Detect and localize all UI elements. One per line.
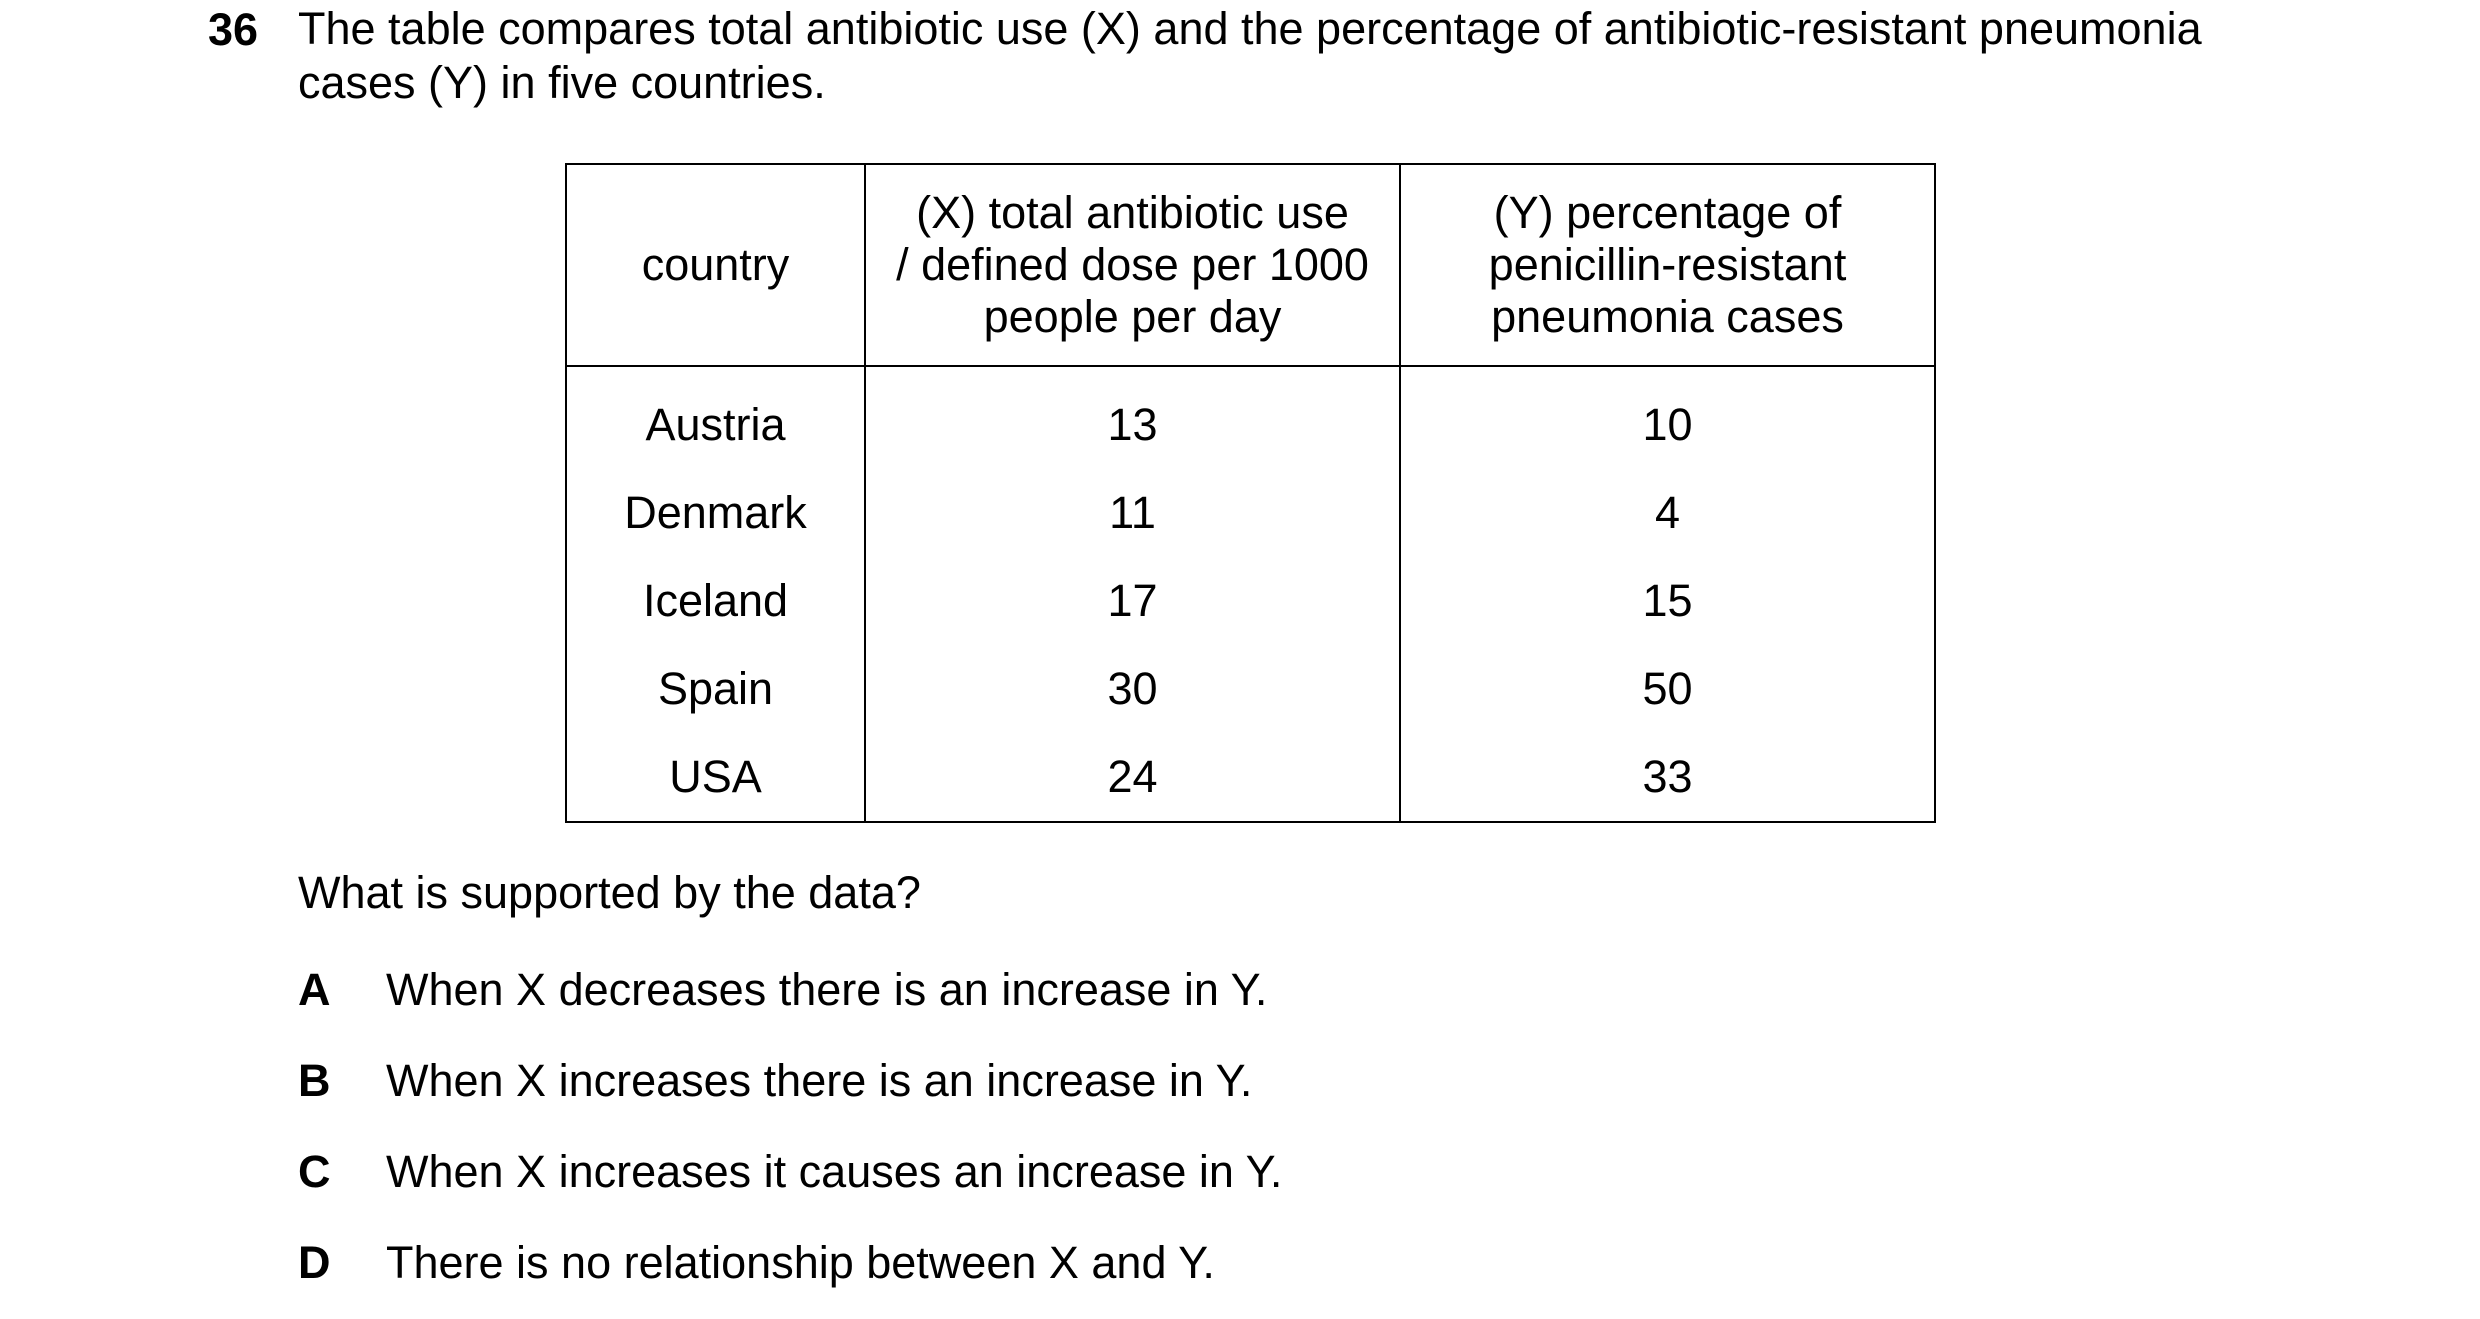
option-letter: C — [298, 1146, 331, 1197]
option-letter: B — [298, 1055, 331, 1106]
header-x: (X) total antibiotic use / defined dose … — [864, 163, 1401, 367]
cell-y: 15 — [1399, 557, 1936, 645]
question-prompt: What is supported by the data? — [298, 867, 921, 918]
option-letter: D — [298, 1237, 331, 1288]
cell-y: 33 — [1399, 733, 1936, 822]
cell-country: Denmark — [565, 469, 866, 557]
table-row: USA 24 33 — [565, 733, 1936, 822]
cell-country: Iceland — [565, 557, 866, 645]
cell-x: 30 — [864, 645, 1401, 733]
header-x-line1: (X) total antibiotic use — [916, 187, 1349, 238]
option-a[interactable]: A When X decreases there is an increase i… — [298, 963, 1267, 1017]
option-text: There is no relationship between X and Y… — [386, 1237, 1215, 1288]
cell-country: Spain — [565, 645, 866, 733]
cell-y: 50 — [1399, 645, 1936, 733]
option-text: When X decreases there is an increase in… — [386, 964, 1268, 1015]
cell-x: 24 — [864, 733, 1401, 822]
header-country-label: country — [641, 239, 790, 290]
header-y-line2: penicillin-resistant — [1488, 239, 1847, 290]
header-x-line2: / defined dose per 1000 — [896, 239, 1369, 290]
cell-y: 4 — [1399, 469, 1936, 557]
header-country: country — [565, 163, 866, 367]
table-row: Denmark 11 4 — [565, 469, 1936, 557]
option-c[interactable]: C When X increases it causes an increase … — [298, 1145, 1282, 1199]
cell-country: USA — [565, 733, 866, 822]
header-y-line3: pneumonia cases — [1491, 291, 1844, 342]
cell-country: Austria — [565, 366, 866, 469]
option-text: When X increases there is an increase in… — [386, 1055, 1253, 1106]
cell-x: 13 — [864, 366, 1401, 469]
cell-y: 10 — [1399, 366, 1936, 469]
table-row: Austria 13 10 — [565, 366, 1936, 469]
table-header-row: country (X) total antibiotic use / defin… — [565, 163, 1936, 367]
data-table: country (X) total antibiotic use / defin… — [565, 163, 1936, 823]
option-b[interactable]: B When X increases there is an increase i… — [298, 1054, 1252, 1108]
table-row: Spain 30 50 — [565, 645, 1936, 733]
header-x-line3: people per day — [983, 291, 1282, 342]
table-row: Iceland 17 15 — [565, 557, 1936, 645]
cell-x: 11 — [864, 469, 1401, 557]
question-number: 36 — [208, 4, 259, 55]
cell-x: 17 — [864, 557, 1401, 645]
header-y: (Y) percentage of penicillin-resistant p… — [1399, 163, 1936, 367]
option-letter: A — [298, 964, 331, 1015]
question-stem: The table compares total antibiotic use … — [298, 3, 2202, 108]
option-text: When X increases it causes an increase i… — [386, 1146, 1283, 1197]
option-d[interactable]: D There is no relationship between X and … — [298, 1236, 1215, 1290]
header-y-line1: (Y) percentage of — [1493, 187, 1842, 238]
